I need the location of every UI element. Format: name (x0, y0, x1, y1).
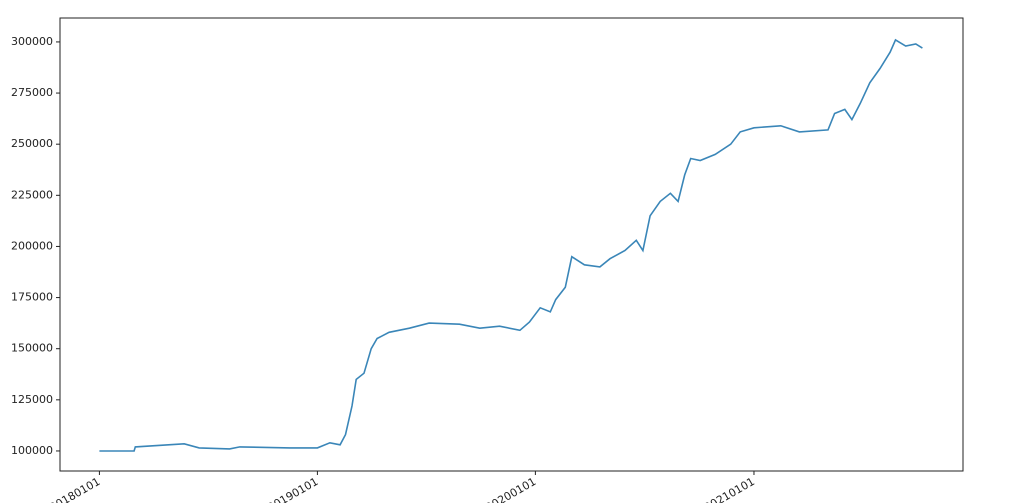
y-tick-label: 150000 (11, 342, 53, 355)
x-tick-label: 20190101 (265, 475, 320, 503)
y-tick-label: 125000 (11, 393, 53, 406)
x-tick-label: 20210101 (702, 475, 757, 503)
y-tick-label: 100000 (11, 444, 53, 457)
y-tick-label: 175000 (11, 291, 53, 304)
plot-frame (59, 17, 964, 472)
x-tick-label: 20180101 (47, 475, 102, 503)
y-tick-label: 250000 (11, 137, 53, 150)
y-tick-label: 200000 (11, 239, 53, 252)
y-tick-label: 225000 (11, 188, 53, 201)
y-tick-label: 300000 (11, 35, 53, 48)
y-tick-label: 275000 (11, 86, 53, 99)
x-tick-label: 20200101 (483, 475, 538, 503)
series-line (99, 38, 923, 452)
